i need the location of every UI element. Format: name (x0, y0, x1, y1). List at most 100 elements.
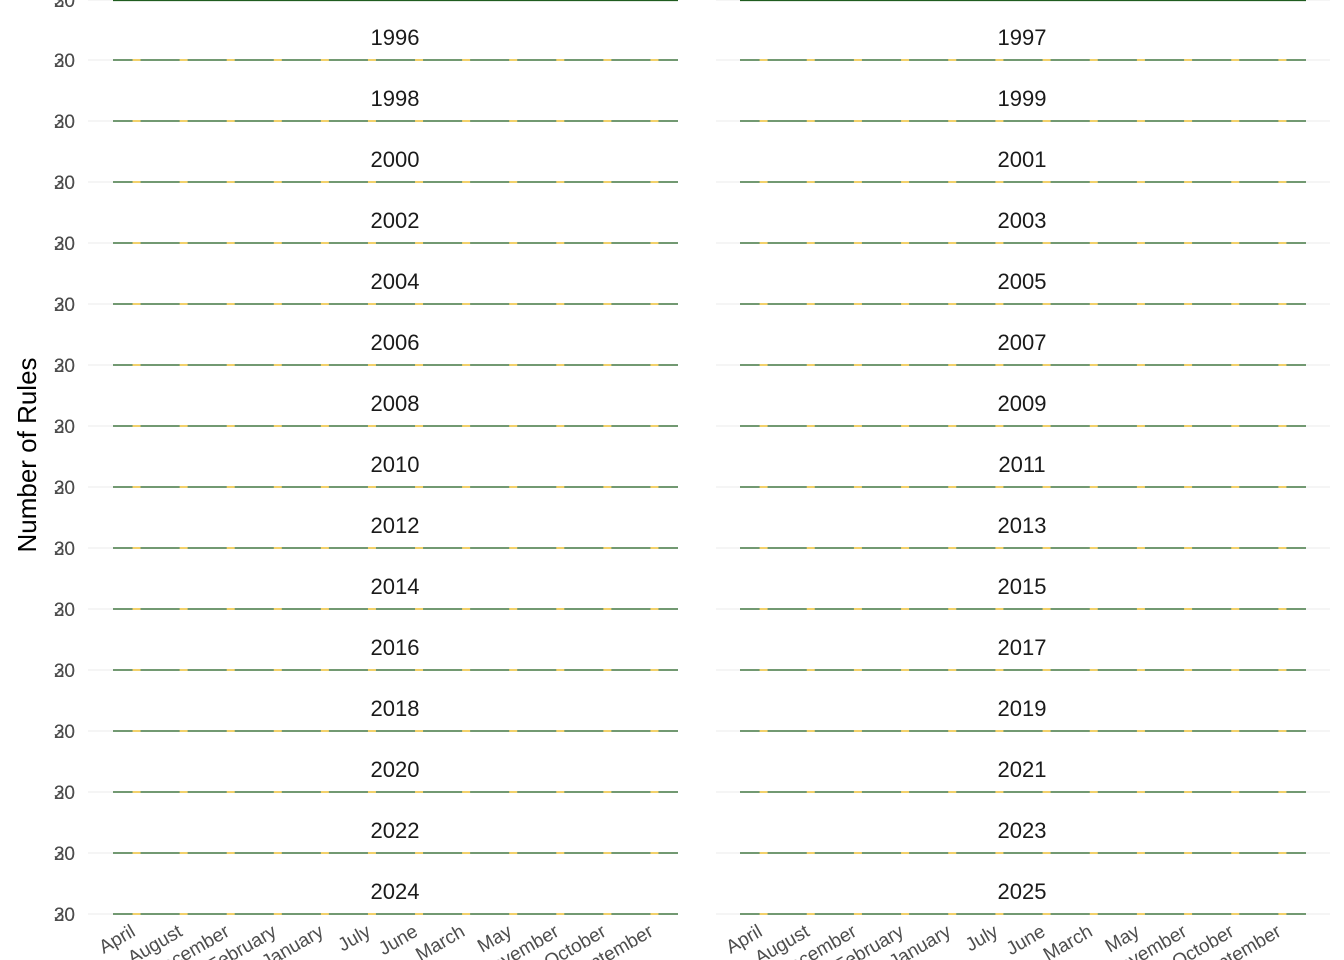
data-point (226, 59, 235, 61)
data-point (367, 486, 376, 488)
panel-2015: 2015 (716, 574, 1330, 610)
data-point (320, 547, 329, 549)
data-point (132, 425, 141, 427)
panel-strip-label: 1997 (998, 25, 1047, 50)
data-point (226, 486, 235, 488)
data-point (1184, 913, 1193, 915)
data-point (650, 242, 659, 244)
data-point (1184, 730, 1193, 732)
data-point (1042, 425, 1051, 427)
panel-1999: 1999 (716, 86, 1330, 122)
data-point (1136, 181, 1145, 183)
panel-2001: 2001 (716, 147, 1330, 183)
data-point (1278, 425, 1287, 427)
data-point (948, 730, 957, 732)
data-point (132, 59, 141, 61)
data-point (650, 547, 659, 549)
data-point (132, 608, 141, 610)
data-point (759, 242, 768, 244)
data-point (901, 913, 910, 915)
data-point (273, 608, 282, 610)
data-point (556, 486, 565, 488)
y-tick-label: 20 (54, 295, 75, 316)
data-point (1089, 59, 1098, 61)
panel-strip-label: 1996 (371, 25, 420, 50)
data-point (415, 59, 424, 61)
y-tick-label: 30 (54, 112, 75, 133)
data-point (1278, 242, 1287, 244)
data-point (1278, 364, 1287, 366)
data-point (901, 669, 910, 671)
data-point (367, 242, 376, 244)
data-point (1184, 791, 1193, 793)
y-tick-label: 20 (54, 722, 75, 743)
data-point (415, 730, 424, 732)
data-point (367, 181, 376, 183)
data-point (179, 425, 188, 427)
data-point (806, 791, 815, 793)
panel-2013: 2013 (716, 513, 1330, 549)
y-tick-label: 20 (54, 905, 75, 926)
data-point (273, 669, 282, 671)
panel-strip-label: 2004 (371, 269, 420, 294)
data-point (179, 608, 188, 610)
data-point (853, 59, 862, 61)
data-point (603, 486, 612, 488)
data-point (1184, 242, 1193, 244)
data-point (1278, 913, 1287, 915)
data-point (853, 608, 862, 610)
data-point (273, 181, 282, 183)
data-point (415, 364, 424, 366)
data-point (415, 608, 424, 610)
data-point (1136, 425, 1145, 427)
data-point (759, 120, 768, 122)
data-point (1231, 791, 1240, 793)
data-point (759, 425, 768, 427)
data-point (509, 364, 518, 366)
data-point (901, 364, 910, 366)
data-point (320, 669, 329, 671)
data-point (1184, 120, 1193, 122)
data-point (1042, 181, 1051, 183)
data-point (1089, 486, 1098, 488)
panel-strip-label: 2018 (371, 696, 420, 721)
data-point (1136, 486, 1145, 488)
data-point (901, 425, 910, 427)
data-point (320, 791, 329, 793)
panel-strip-label: 2016 (371, 635, 420, 660)
data-point (320, 59, 329, 61)
x-tick-label: June (1003, 921, 1049, 960)
x-tick-label: March (412, 921, 468, 960)
data-point (1089, 730, 1098, 732)
data-point (901, 59, 910, 61)
data-point (1278, 120, 1287, 122)
data-point (367, 669, 376, 671)
y-tick-label: 30 (54, 295, 75, 316)
data-point (1042, 59, 1051, 61)
data-point (995, 913, 1004, 915)
data-point (320, 425, 329, 427)
data-point (1278, 547, 1287, 549)
data-point (320, 608, 329, 610)
data-point (1042, 852, 1051, 854)
data-point (462, 608, 471, 610)
data-point (509, 913, 518, 915)
data-point (1136, 242, 1145, 244)
data-point (462, 669, 471, 671)
data-point (1231, 120, 1240, 122)
data-point (948, 669, 957, 671)
panel-2021: 2021 (716, 757, 1330, 793)
data-point (650, 730, 659, 732)
data-point (650, 364, 659, 366)
data-point (320, 181, 329, 183)
data-point (1278, 852, 1287, 854)
data-point (759, 547, 768, 549)
panel-strip-label: 2003 (998, 208, 1047, 233)
data-point (367, 364, 376, 366)
data-point (603, 425, 612, 427)
data-point (509, 303, 518, 305)
